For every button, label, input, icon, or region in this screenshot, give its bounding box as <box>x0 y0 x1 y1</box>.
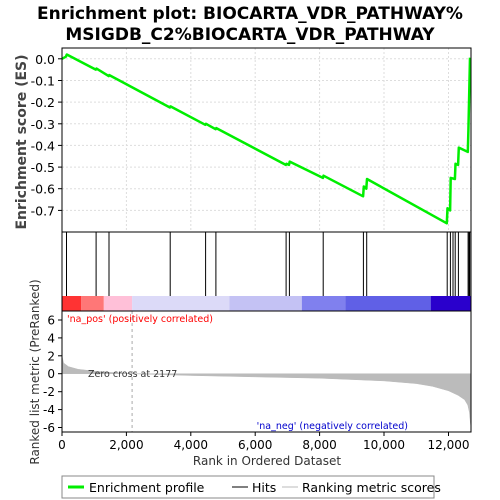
metric-area <box>61 355 472 428</box>
es-plot-area <box>62 48 471 232</box>
es-y-tick-label: -0.2 <box>31 95 55 110</box>
es-y-tick-label: 0.0 <box>35 52 55 67</box>
legend-hits-label: Hits <box>252 480 276 495</box>
color-bar-segment <box>81 296 104 311</box>
metric-y-tick-label: -6 <box>43 421 55 435</box>
legend-metric-label: Ranking metric scores <box>302 480 441 495</box>
x-tick-label: 12,000 <box>428 438 470 452</box>
es-y-tick-label: -0.3 <box>31 117 55 132</box>
neg-correlated-label: 'na_neg' (negatively correlated) <box>257 421 408 432</box>
legend: Enrichment profile Hits Ranking metric s… <box>61 475 441 499</box>
x-tick-label: 0 <box>58 438 66 452</box>
zero-cross-label: Zero cross at 2177 <box>88 369 177 380</box>
x-axis-label: Rank in Ordered Dataset <box>193 454 341 468</box>
metric-plot-area <box>62 311 471 432</box>
metric-y-tick-label: -2 <box>43 385 55 399</box>
es-y-axis-label: Enrichment score (ES) <box>14 54 30 229</box>
x-tick-label: 2,000 <box>109 438 143 452</box>
es-panel: 0.0 -0.1 -0.2 -0.3 -0.4 -0.5 -0.6 -0.7 <box>31 47 472 233</box>
metric-y-tick-label: 2 <box>47 349 55 363</box>
chart-title-line1: Enrichment plot: BIOCARTA_VDR_PATHWAY% <box>37 4 463 24</box>
metric-y-tick-label: 6 <box>47 314 55 328</box>
color-bar-segment <box>132 296 230 311</box>
metric-y-axis-label: Ranked list metric (PreRanked) <box>28 279 42 464</box>
color-bar-segment <box>62 296 82 311</box>
es-y-tick-label: -0.6 <box>31 182 55 197</box>
color-bar-segment <box>103 296 133 311</box>
metric-plot-frame <box>61 310 472 433</box>
color-bar-segment <box>345 296 431 311</box>
x-tick-label: 4,000 <box>174 438 208 452</box>
color-bar-segment <box>430 296 471 311</box>
color-bar-segment <box>301 296 346 311</box>
legend-es-label: Enrichment profile <box>89 480 205 495</box>
pos-correlated-label: 'na_pos' (positively correlated) <box>67 314 213 325</box>
metric-y-tick-label: 0 <box>47 367 55 381</box>
metric-panel: 6 4 2 0 -2 -4 -6 'na_pos' (positively correlate… <box>43 310 472 452</box>
x-tick-label: 8,000 <box>302 438 336 452</box>
metric-y-tick-label: 4 <box>47 331 55 345</box>
es-profile-line <box>61 53 472 225</box>
color-bar-segment <box>229 296 302 311</box>
x-tick-label: 10,000 <box>363 438 405 452</box>
hits-panel <box>61 231 472 312</box>
metric-y-tick-label: -4 <box>43 403 55 417</box>
es-y-tick-label: -0.4 <box>31 138 55 153</box>
x-tick-label: 6,000 <box>238 438 272 452</box>
es-y-tick-label: -0.7 <box>31 203 55 218</box>
chart-title-line2: MSIGDB_C2%BIOCARTA_VDR_PATHWAY <box>65 25 435 45</box>
es-y-tick-label: -0.1 <box>31 74 55 89</box>
es-y-tick-label: -0.5 <box>31 160 55 175</box>
